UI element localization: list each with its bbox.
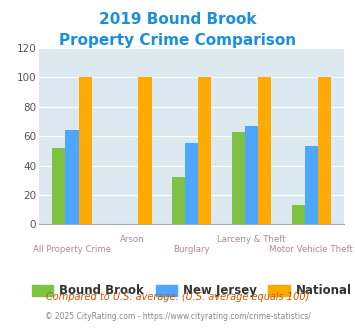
Text: All Property Crime: All Property Crime <box>33 245 111 254</box>
Bar <box>65 130 78 224</box>
Text: Property Crime Comparison: Property Crime Comparison <box>59 33 296 48</box>
Bar <box>198 77 212 224</box>
Bar <box>185 144 198 224</box>
Bar <box>78 77 92 224</box>
Bar <box>292 205 305 224</box>
Bar <box>258 77 271 224</box>
Bar <box>318 77 331 224</box>
Text: Compared to U.S. average. (U.S. average equals 100): Compared to U.S. average. (U.S. average … <box>46 292 309 302</box>
Text: Arson: Arson <box>120 235 144 244</box>
Bar <box>305 147 318 224</box>
Text: Motor Vehicle Theft: Motor Vehicle Theft <box>269 245 353 254</box>
Bar <box>52 148 65 224</box>
Text: 2019 Bound Brook: 2019 Bound Brook <box>99 12 256 26</box>
Legend: Bound Brook, New Jersey, National: Bound Brook, New Jersey, National <box>27 280 355 302</box>
Bar <box>245 126 258 224</box>
Text: © 2025 CityRating.com - https://www.cityrating.com/crime-statistics/: © 2025 CityRating.com - https://www.city… <box>45 312 310 321</box>
Bar <box>172 177 185 224</box>
Bar <box>138 77 152 224</box>
Text: Burglary: Burglary <box>173 245 210 254</box>
Text: Larceny & Theft: Larceny & Theft <box>217 235 286 244</box>
Bar <box>232 132 245 224</box>
